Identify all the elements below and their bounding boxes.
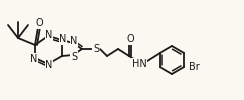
Text: S: S xyxy=(93,44,99,54)
Text: N: N xyxy=(70,36,78,46)
Text: N: N xyxy=(45,30,53,40)
Text: Br: Br xyxy=(189,62,200,72)
Text: HN: HN xyxy=(132,59,146,69)
Text: O: O xyxy=(126,34,134,44)
Text: S: S xyxy=(71,52,77,62)
Text: N: N xyxy=(59,34,67,44)
Text: N: N xyxy=(30,54,38,64)
Text: O: O xyxy=(35,18,43,28)
Text: N: N xyxy=(45,60,53,70)
